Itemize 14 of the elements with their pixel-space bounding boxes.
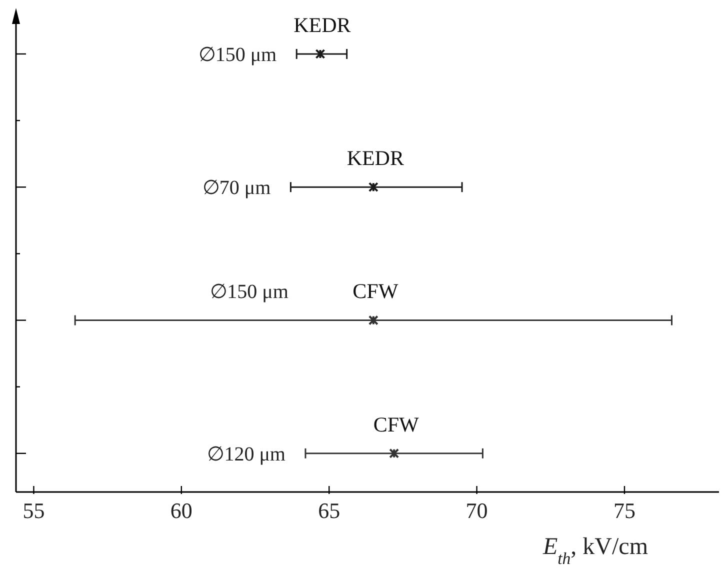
- x-tick-label: 60: [170, 498, 192, 523]
- x-tick-label: 65: [318, 498, 340, 523]
- y-tick-label: ∅120 μm: [207, 443, 286, 466]
- y-tick-label: ∅70 μm: [202, 177, 272, 200]
- text: KEDR: [346, 146, 404, 170]
- x-tick-label: 55: [22, 498, 45, 523]
- y-tick-label: ∅150 μm: [198, 44, 278, 66]
- text: CFW: [352, 279, 398, 304]
- x-tick-label: 75: [613, 498, 636, 523]
- y-tick-label: ∅150 μm: [210, 281, 289, 304]
- series-label: CFW: [373, 412, 420, 436]
- series-label: KEDR: [294, 12, 351, 37]
- x-axis-title: E$_{th}$, kV/cm: [542, 534, 648, 568]
- x-tick-label: 70: [466, 498, 488, 523]
